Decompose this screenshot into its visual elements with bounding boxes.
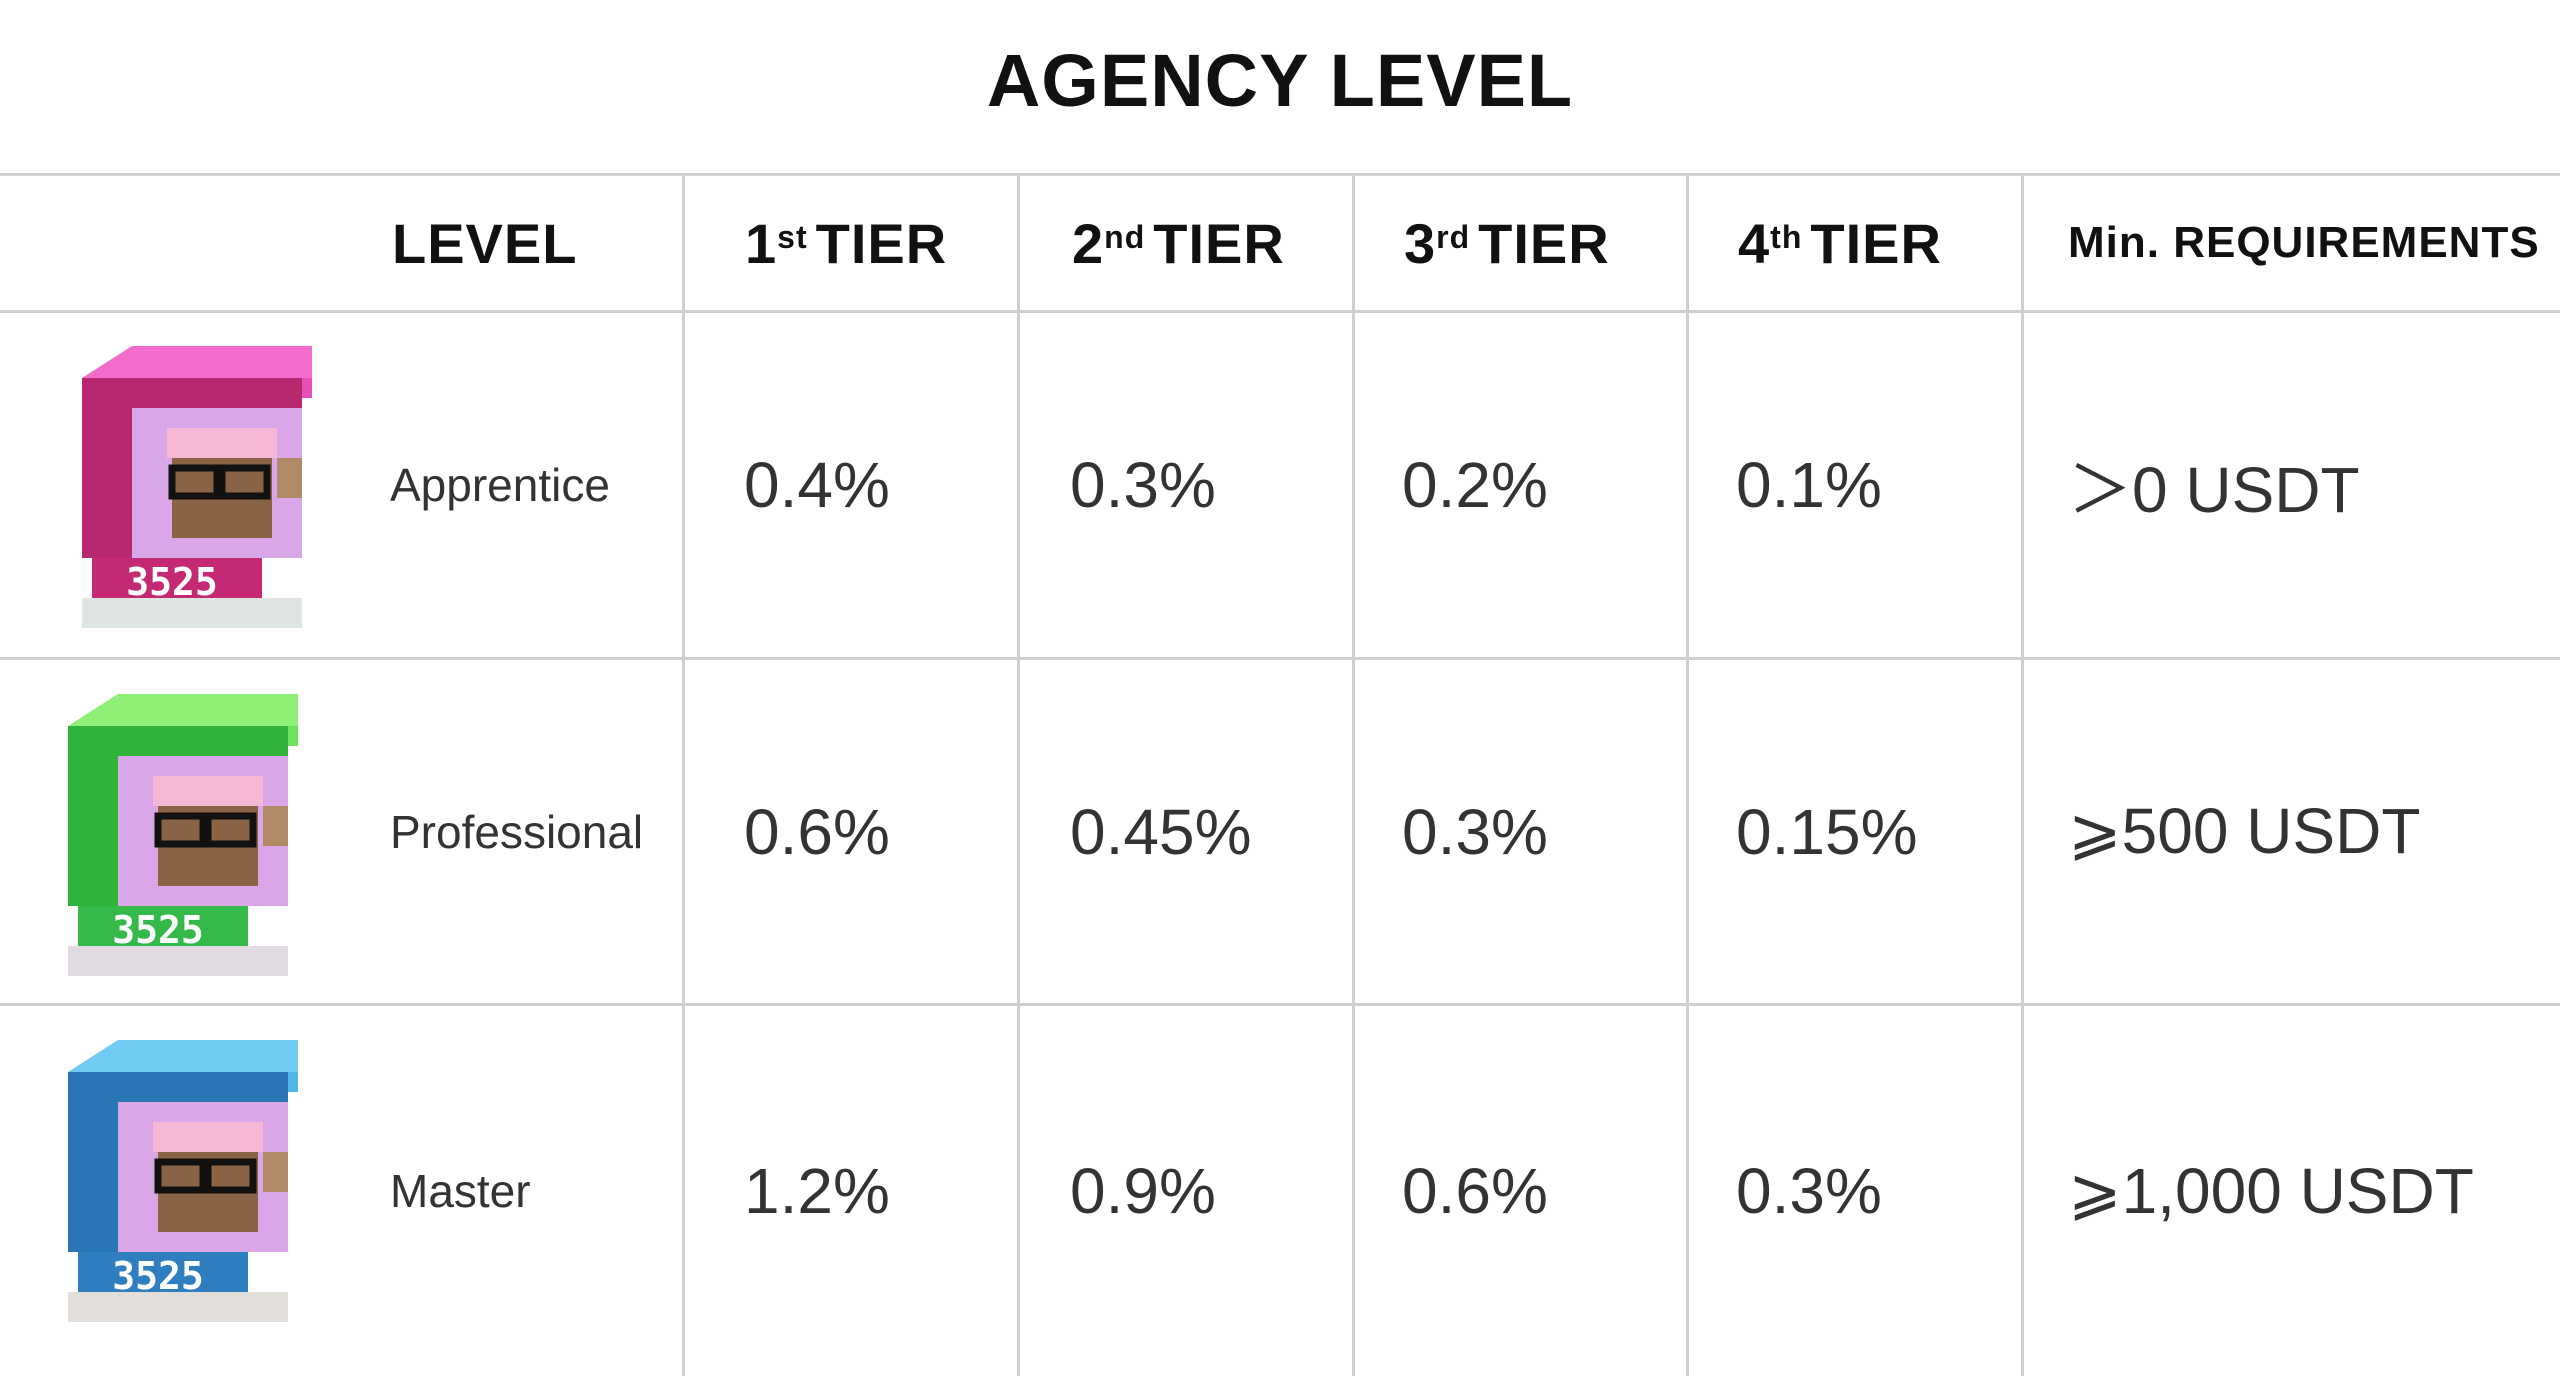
cell-value: 0.2% — [1402, 449, 1548, 521]
tier-number: 2 — [1072, 211, 1105, 275]
tier1-value: 1.2% — [744, 1006, 890, 1376]
cell-value: 0.6% — [744, 795, 890, 868]
min-requirement: ⩾1,000 USDT — [2068, 1006, 2474, 1376]
column-divider — [1017, 175, 1020, 1376]
master-avatar-icon: 3525 — [68, 1040, 298, 1322]
avatar-number: 3525 — [112, 1254, 204, 1298]
avatar-number: 3525 — [112, 908, 204, 952]
cell-value: ＞0 USDT — [2068, 454, 2360, 526]
cell-value: 0.6% — [1402, 1155, 1548, 1227]
cell-value: 0.15% — [1736, 795, 1918, 868]
tier2-value: 0.3% — [1070, 313, 1216, 657]
cell-value: 0.45% — [1070, 795, 1252, 868]
header-level-label: LEVEL — [392, 211, 578, 275]
level-name-apprentice: Apprentice — [390, 313, 610, 657]
column-divider — [682, 175, 685, 1376]
cell-value: 0.3% — [1070, 449, 1216, 521]
tier4-value: 0.3% — [1736, 1006, 1882, 1376]
tier3-value: 0.2% — [1402, 313, 1548, 657]
tier-ordinal: st — [777, 218, 808, 255]
tier3-value: 0.6% — [1402, 1006, 1548, 1376]
tier-ordinal: rd — [1436, 218, 1471, 255]
row-divider — [0, 1003, 2560, 1006]
page-title: AGENCY LEVEL — [986, 39, 1574, 122]
cube-top — [68, 1040, 298, 1072]
cell-value: ⩾500 USDT — [2068, 795, 2421, 867]
tier2-value: 0.9% — [1070, 1006, 1216, 1376]
header-requirements-label: Min. REQUIREMENTS — [2068, 218, 2540, 267]
avatar-number: 3525 — [126, 560, 218, 604]
header-requirements: Min. REQUIREMENTS — [2068, 176, 2540, 310]
tier1-value: 0.4% — [744, 313, 890, 657]
level-name-master: Master — [390, 1006, 531, 1376]
professional-avatar-icon: 3525 — [68, 694, 298, 976]
header-level: LEVEL — [392, 176, 577, 310]
min-requirement: ⩾500 USDT — [2068, 660, 2420, 1003]
min-requirement: ＞0 USDT — [2068, 313, 2360, 657]
tier-word: TIER — [815, 211, 948, 275]
level-label: Apprentice — [390, 459, 610, 511]
column-divider — [1352, 175, 1355, 1376]
level-label: Master — [390, 1165, 531, 1217]
apprentice-avatar-icon: 3525 — [82, 346, 312, 628]
cell-value: 0.1% — [1736, 449, 1882, 521]
tier-word: TIER — [1810, 211, 1942, 275]
tier1-value: 0.6% — [744, 660, 890, 1003]
column-divider — [2021, 175, 2024, 1376]
tier2-value: 0.45% — [1070, 660, 1251, 1003]
column-divider — [1686, 175, 1689, 1376]
cube-top — [82, 346, 312, 378]
row-divider — [0, 657, 2560, 660]
tier-ordinal: nd — [1104, 218, 1146, 255]
cell-value: ⩾1,000 USDT — [2068, 1154, 2474, 1227]
cell-value: 0.4% — [744, 449, 890, 521]
table-border-top — [0, 173, 2560, 176]
tier-word: TIER — [1478, 211, 1610, 275]
level-label: Professional — [390, 805, 644, 858]
tier-word: TIER — [1153, 211, 1285, 275]
cell-value: 0.3% — [1402, 795, 1548, 868]
header-divider — [0, 310, 2560, 313]
level-name-professional: Professional — [390, 660, 643, 1003]
cell-value: 1.2% — [744, 1155, 890, 1227]
cell-value: 0.3% — [1736, 1155, 1882, 1227]
tier-number: 1 — [745, 211, 778, 275]
tier4-value: 0.15% — [1736, 660, 1917, 1003]
tier-number: 4 — [1738, 211, 1771, 275]
tier3-value: 0.3% — [1402, 660, 1548, 1003]
tier-number: 3 — [1404, 211, 1437, 275]
cell-value: 0.9% — [1070, 1155, 1216, 1227]
tier-ordinal: th — [1770, 218, 1803, 255]
cube-top — [68, 694, 298, 726]
tier4-value: 0.1% — [1736, 313, 1882, 657]
